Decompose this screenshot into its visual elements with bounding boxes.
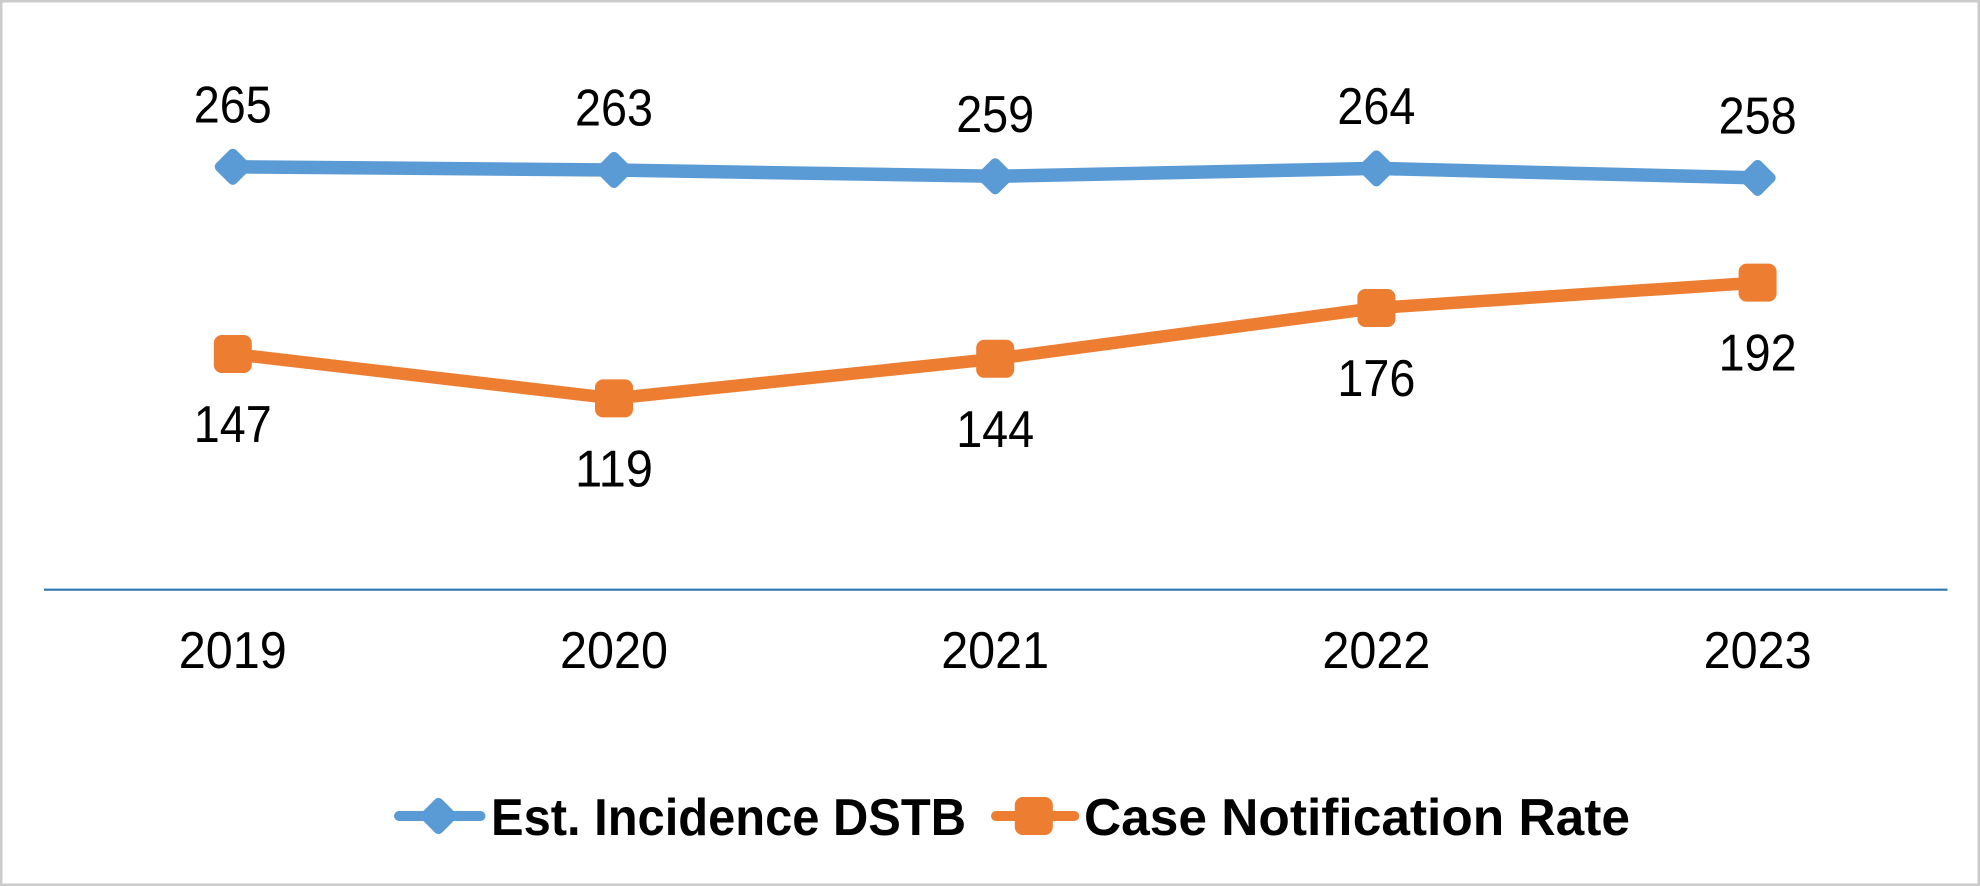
svg-text:119: 119 (575, 440, 653, 498)
svg-text:176: 176 (1337, 350, 1415, 408)
svg-text:264: 264 (1337, 78, 1415, 136)
svg-text:192: 192 (1719, 325, 1797, 383)
svg-text:259: 259 (956, 86, 1034, 144)
svg-text:2023: 2023 (1704, 622, 1812, 680)
svg-text:265: 265 (194, 77, 272, 135)
svg-text:2019: 2019 (179, 622, 287, 680)
svg-text:2021: 2021 (941, 622, 1049, 680)
svg-text:258: 258 (1719, 88, 1797, 146)
svg-text:Est. Incidence DSTB: Est. Incidence DSTB (491, 789, 966, 847)
svg-text:144: 144 (956, 401, 1034, 459)
svg-text:263: 263 (575, 80, 653, 138)
svg-text:2022: 2022 (1322, 622, 1430, 680)
svg-text:2020: 2020 (560, 622, 668, 680)
svg-text:147: 147 (194, 396, 272, 454)
svg-text:Case Notification Rate: Case Notification Rate (1084, 789, 1630, 847)
